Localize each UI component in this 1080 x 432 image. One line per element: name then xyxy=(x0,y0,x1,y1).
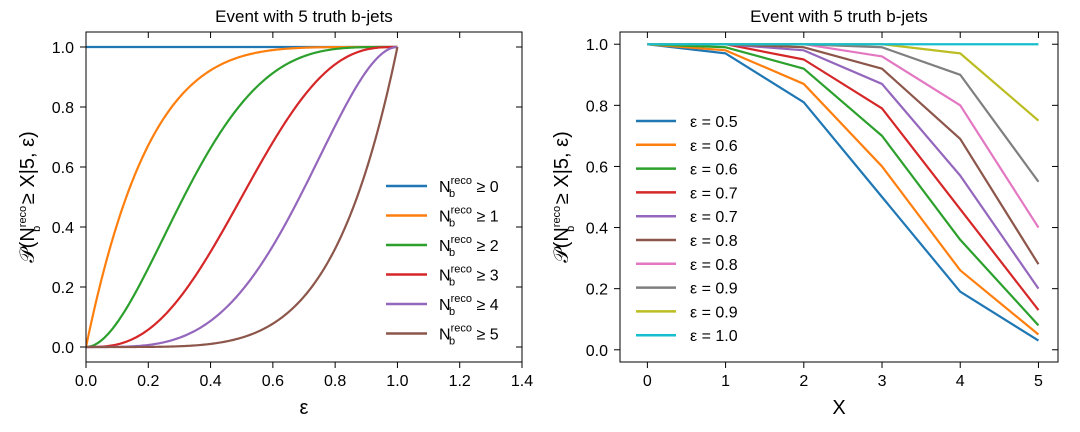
chart0-legend-label-sub: b xyxy=(449,306,455,318)
chart1-x-tick-label: 0 xyxy=(643,373,652,390)
chart0-legend-label-base: N xyxy=(439,209,451,226)
chart0-legend-label-sup: reco xyxy=(451,205,472,217)
chart0-legend-label-0: Nreco b ≥ 0 xyxy=(439,175,499,200)
chart1-axes-frame xyxy=(619,31,1059,363)
chart1-y-tick-label: 0.4 xyxy=(586,221,608,238)
chart0-series-group xyxy=(86,45,399,349)
chart0-x-axis-label: ε xyxy=(300,397,309,419)
chart0-y-axis-label-suffix: ≥ X|5, ε) xyxy=(17,131,39,209)
chart0-series-line-2 xyxy=(86,45,398,349)
chart1-x-axis-label: X xyxy=(832,397,845,419)
chart0-legend-label-4: Nreco b ≥ 4 xyxy=(439,293,499,318)
chart0-y-tick-label: 0.0 xyxy=(52,340,74,357)
chart1-y-axis-label: 𝒫(Nrecob ≥ X|5, ε) xyxy=(551,131,577,263)
chart0-legend-label-rel: ≥ 0 xyxy=(472,179,499,196)
chart0-legend-label-2: Nreco b ≥ 2 xyxy=(439,234,499,259)
chart0-legend-label-base: N xyxy=(439,327,451,344)
chart1-series-group xyxy=(647,43,1040,342)
chart1-legend-label-8: ε = 0.9 xyxy=(690,304,738,321)
chart0-y-axis-label: 𝒫(Nrecob ≥ X|5, ε) xyxy=(17,131,43,263)
chart0-legend-label-3: Nreco b ≥ 3 xyxy=(439,264,499,289)
chart0-x-tick-label: 0.4 xyxy=(199,373,221,390)
chart0-x-tick-label: 0.0 xyxy=(75,373,97,390)
chart1-x-tick-label: 3 xyxy=(878,373,887,390)
chart1-x-tick-label: 5 xyxy=(1034,373,1043,390)
chart0-x-tick-label: 1.2 xyxy=(449,373,471,390)
chart0-legend-label-base: N xyxy=(439,238,451,255)
chart1-y-tick-label: 0.0 xyxy=(586,343,608,360)
chart0-legend-label-sup: reco xyxy=(451,264,472,276)
chart0-axes-frame xyxy=(85,31,523,363)
chart0-y-axis-label-sup: reco xyxy=(17,206,29,227)
chart1-y-tick-label: 0.2 xyxy=(586,282,608,299)
chart0-legend-label-sub: b xyxy=(449,188,455,200)
chart0-legend-label-5: Nreco b ≥ 5 xyxy=(439,323,499,348)
chart0-legend-label-rel: ≥ 5 xyxy=(472,327,499,344)
chart1-legend-label-5: ε = 0.8 xyxy=(690,233,738,250)
chart0-legend-label-rel: ≥ 1 xyxy=(472,209,499,226)
chart0-legend-label-base: N xyxy=(439,297,451,314)
chart0-y-tick-label: 0.8 xyxy=(52,100,74,117)
chart1-series-line-0 xyxy=(647,43,1040,342)
chart0-x-tick-label: 0.2 xyxy=(137,373,159,390)
chart0-legend-label-sub: b xyxy=(449,277,455,289)
left-chart-panel: Event with 5 truth b-jets 0.0 0.2 0.4 0.6 0.8… xyxy=(17,7,533,419)
chart0-y-tick-label: 1.0 xyxy=(52,40,74,57)
chart1-y-tick-label: 0.6 xyxy=(586,159,608,176)
chart0-legend-label-sup: reco xyxy=(451,234,472,246)
chart0-legend-label-sub: b xyxy=(449,247,455,259)
chart0-y-tick-label: 0.2 xyxy=(52,280,74,297)
chart0-legend-label-rel: ≥ 4 xyxy=(472,297,499,314)
chart1-y-axis-label-sup: reco xyxy=(551,206,563,227)
chart0-legend-label-sup: reco xyxy=(451,323,472,335)
chart1-legend-label-1: ε = 0.6 xyxy=(690,138,738,155)
chart1-title: Event with 5 truth b-jets xyxy=(750,7,928,26)
chart0-series-line-3 xyxy=(86,45,398,349)
chart1-y-axis-label-suffix: ≥ X|5, ε) xyxy=(551,131,573,209)
chart1-series-line-1 xyxy=(647,43,1040,336)
chart0-x-tick-label: 1.0 xyxy=(386,373,408,390)
chart1-legend-label-9: ε = 1.0 xyxy=(690,328,738,345)
chart0-legend-label-sup: reco xyxy=(451,175,472,187)
chart0-x-tick-label: 1.4 xyxy=(511,373,533,390)
chart0-y-tick-label: 0.6 xyxy=(52,160,74,177)
chart0-x-tick-label: 0.6 xyxy=(262,373,284,390)
chart0-legend-label-rel: ≥ 2 xyxy=(472,238,499,255)
chart1-legend-label-7: ε = 0.9 xyxy=(690,281,738,298)
chart1-y-tick-label: 1.0 xyxy=(586,37,608,54)
chart1-legend-label-2: ε = 0.6 xyxy=(690,162,738,179)
chart1-x-tick-label: 2 xyxy=(799,373,808,390)
chart0-legend-label-sub: b xyxy=(449,336,455,348)
chart0-legend-label-sup: reco xyxy=(451,293,472,305)
chart1-legend-label-4: ε = 0.7 xyxy=(690,209,738,226)
chart0-series-line-5 xyxy=(86,46,399,349)
chart1-x-tick-label: 4 xyxy=(956,373,965,390)
chart1-y-tick-label: 0.8 xyxy=(586,98,608,115)
chart0-legend-label-base: N xyxy=(439,268,451,285)
chart0-y-tick-label: 0.4 xyxy=(52,220,74,237)
chart0-y-axis-label-sub: b xyxy=(31,226,43,232)
chart1-legend-label-3: ε = 0.7 xyxy=(690,185,738,202)
chart1-x-tick-label: 1 xyxy=(721,373,730,390)
chart0-y-axis-label-prefix: 𝒫(N xyxy=(17,227,39,263)
chart1-series-line-2 xyxy=(647,43,1040,327)
right-chart-panel: Event with 5 truth b-jets 0 1 2 3 4 5 0.0 0.2 0.4… xyxy=(551,7,1059,419)
chart0-legend-label-1: Nreco b ≥ 1 xyxy=(439,205,499,230)
chart0-title: Event with 5 truth b-jets xyxy=(215,7,393,26)
chart1-series-line-8 xyxy=(647,43,1040,122)
chart0-legend-label-base: N xyxy=(439,179,451,196)
chart0-x-tick-label: 0.8 xyxy=(324,373,346,390)
chart1-y-axis-label-prefix: 𝒫(N xyxy=(551,227,573,263)
chart0-legend-label-rel: ≥ 3 xyxy=(472,268,499,285)
chart1-legend-label-6: ε = 0.8 xyxy=(690,257,738,274)
chart1-legend-label-0: ε = 0.5 xyxy=(690,114,738,131)
chart1-y-axis-label-sub: b xyxy=(565,226,577,232)
chart0-legend-label-sub: b xyxy=(449,218,455,230)
